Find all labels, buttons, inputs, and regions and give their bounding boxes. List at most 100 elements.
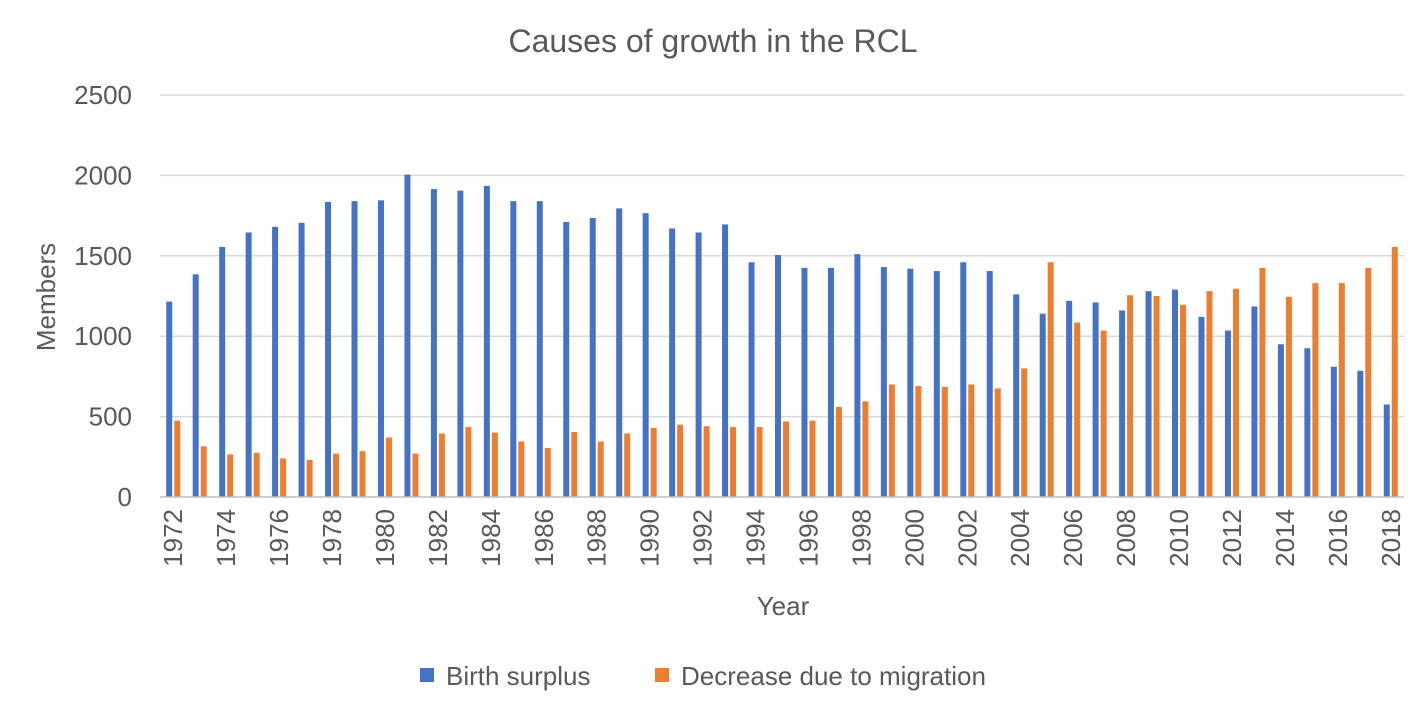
birth-surplus-bar-1990 <box>642 213 649 498</box>
birth-surplus-bar-2017 <box>1357 370 1364 497</box>
x-tick-label: 1988 <box>582 509 612 567</box>
migration-decrease-bar-2001 <box>941 386 948 497</box>
birth-surplus-bar-1982 <box>430 189 437 497</box>
birth-surplus-bar-2009 <box>1145 291 1152 497</box>
migration-decrease-bar-2003 <box>994 388 1001 497</box>
migration-decrease-bar-1998 <box>862 401 869 497</box>
migration-decrease-bar-1992 <box>703 426 710 497</box>
birth-surplus-bar-1994 <box>748 262 755 497</box>
migration-decrease-bar-2002 <box>968 384 975 497</box>
migration-decrease-bar-2017 <box>1365 267 1372 497</box>
x-tick-label: 1974 <box>211 509 241 567</box>
birth-surplus-bar-2014 <box>1277 344 1284 497</box>
migration-decrease-bar-1987 <box>571 431 578 497</box>
birth-surplus-bar-1983 <box>457 190 464 497</box>
y-axis-ticks: 0 500 1000 1500 2000 2500 <box>74 80 132 512</box>
migration-decrease-bar-2018 <box>1391 246 1398 497</box>
migration-decrease-bar-2004 <box>1021 368 1028 497</box>
migration-decrease-bar-1982 <box>438 433 445 497</box>
legend-label: Birth surplus <box>446 661 591 691</box>
x-tick-label: 2006 <box>1058 509 1088 567</box>
migration-decrease-bar-2006 <box>1074 322 1081 497</box>
migration-decrease-bar-2010 <box>1180 304 1187 497</box>
birth-surplus-bar-1988 <box>589 218 596 497</box>
birth-surplus-bar-2015 <box>1304 348 1311 497</box>
migration-decrease-bar-1999 <box>888 384 895 497</box>
birth-surplus-bar-2001 <box>933 271 940 497</box>
x-tick-label: 2014 <box>1270 509 1300 567</box>
birth-surplus-bar-2004 <box>1013 294 1020 497</box>
x-tick-label: 1986 <box>529 509 559 567</box>
x-tick-label: 1982 <box>423 509 453 567</box>
y-tick-label: 0 <box>118 482 132 512</box>
migration-decrease-bar-1974 <box>227 454 234 497</box>
y-tick-label: 500 <box>89 402 132 432</box>
bars <box>166 174 1398 498</box>
migration-decrease-bar-2000 <box>915 386 922 497</box>
birth-surplus-bar-2002 <box>960 262 967 497</box>
x-tick-label: 2002 <box>952 509 982 567</box>
birth-surplus-bar-1993 <box>722 224 729 497</box>
birth-surplus-bar-1987 <box>563 222 570 498</box>
birth-surplus-bar-2013 <box>1251 306 1258 497</box>
migration-decrease-bar-2007 <box>1100 330 1107 497</box>
birth-surplus-bar-1978 <box>325 201 332 497</box>
x-tick-label: 1978 <box>317 509 347 567</box>
x-tick-label: 2004 <box>1005 509 1035 567</box>
birth-surplus-bar-1995 <box>775 254 781 497</box>
y-tick-label: 1000 <box>74 321 132 351</box>
y-tick-label: 2000 <box>74 160 132 190</box>
x-tick-label: 1996 <box>793 509 823 567</box>
x-axis-label: Year <box>757 591 810 621</box>
migration-decrease-bar-1985 <box>518 441 525 497</box>
x-tick-label: 1990 <box>635 509 665 567</box>
birth-surplus-bar-2011 <box>1198 316 1205 497</box>
migration-decrease-bar-1973 <box>200 446 207 497</box>
birth-surplus-bar-1981 <box>404 174 411 497</box>
migration-decrease-bar-2016 <box>1338 283 1345 497</box>
migration-decrease-bar-1978 <box>333 453 340 497</box>
migration-decrease-bar-1986 <box>544 447 551 497</box>
birth-surplus-bar-1991 <box>669 228 676 498</box>
birth-surplus-bar-1977 <box>298 222 305 497</box>
migration-decrease-bar-2008 <box>1127 295 1134 497</box>
birth-surplus-bar-1986 <box>536 201 543 498</box>
birth-surplus-bar-2005 <box>1039 313 1046 497</box>
migration-decrease-bar-1983 <box>465 427 472 497</box>
migration-decrease-bar-1991 <box>677 424 684 497</box>
x-tick-label: 2018 <box>1376 509 1406 567</box>
chart-title: Causes of growth in the RCL <box>508 23 917 59</box>
migration-decrease-bar-1993 <box>730 427 737 497</box>
migration-decrease-bar-2005 <box>1047 262 1054 497</box>
birth-surplus-bar-1975 <box>245 232 252 497</box>
x-tick-label: 1992 <box>688 509 718 567</box>
birth-surplus-bar-1997 <box>827 267 834 497</box>
migration-decrease-bar-2012 <box>1232 288 1239 497</box>
birth-surplus-bar-2018 <box>1383 404 1390 497</box>
x-tick-label: 1980 <box>370 509 400 567</box>
birth-surplus-bar-1974 <box>219 246 226 497</box>
x-axis-ticks: 1972 1974 1976 1978 1980 1982 1984 1986 1988 1990… <box>158 509 1406 567</box>
migration-decrease-bar-2011 <box>1206 291 1213 497</box>
migration-decrease-bar-1984 <box>491 432 498 497</box>
migration-decrease-bar-1976 <box>280 458 287 497</box>
birth-surplus-bar-1979 <box>351 201 358 498</box>
migration-decrease-bar-1988 <box>597 441 604 497</box>
migration-decrease-bar-2014 <box>1285 296 1292 497</box>
migration-decrease-bar-2013 <box>1259 267 1266 497</box>
birth-surplus-bar-1996 <box>801 267 808 497</box>
birth-surplus-bar-1984 <box>483 185 490 498</box>
y-tick-label: 1500 <box>74 241 132 271</box>
migration-decrease-bar-1979 <box>359 451 366 497</box>
birth-surplus-bar-2000 <box>907 268 914 497</box>
x-tick-label: 1994 <box>741 509 771 567</box>
migration-decrease-bar-1990 <box>650 427 657 497</box>
legend: Birth surplus Decrease due to migration <box>420 661 986 691</box>
x-tick-label: 2000 <box>899 509 929 567</box>
migration-decrease-bar-1994 <box>756 427 763 497</box>
birth-surplus-bar-1980 <box>377 200 384 497</box>
x-tick-label: 1976 <box>264 509 294 567</box>
migration-decrease-bar-1981 <box>412 453 419 497</box>
birth-surplus-bar-2006 <box>1066 300 1073 497</box>
legend-swatch <box>420 668 434 682</box>
